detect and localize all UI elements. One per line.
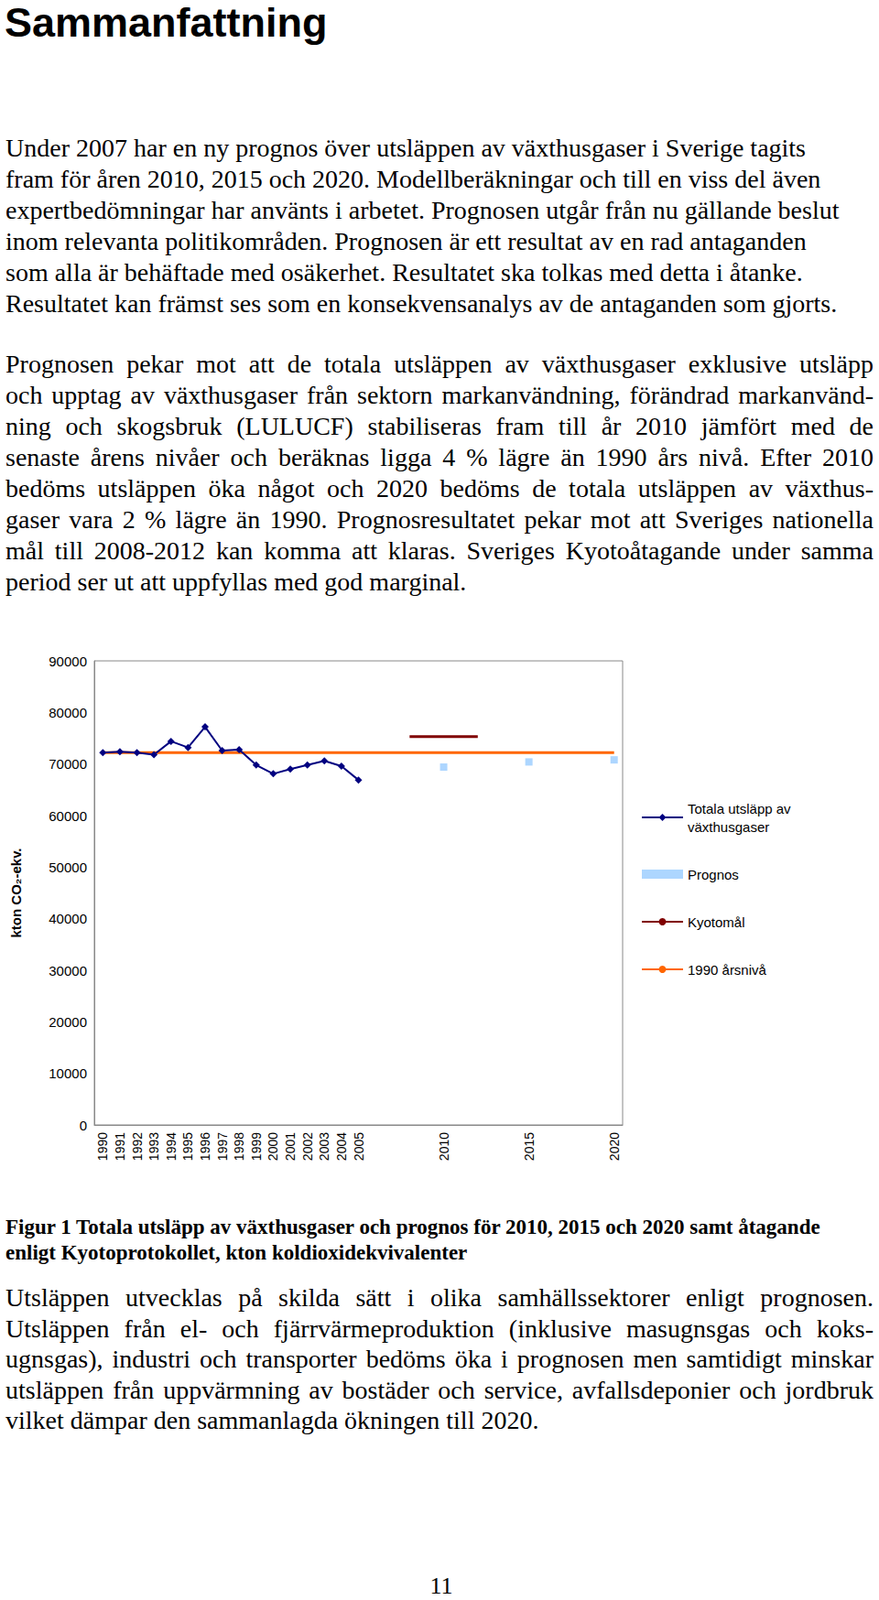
- svg-text:20000: 20000: [48, 1014, 87, 1031]
- svg-text:Kyotomål: Kyotomål: [687, 914, 746, 931]
- html-text:utsläppen från uppvärmning av: utsläppen från uppvärmning av bostäder o…: [5, 1375, 874, 1405]
- html-text:gaser vara 2 % lägre än 1990.: gaser vara 2 % lägre än 1990. Prognosres…: [5, 505, 874, 534]
- svg-text:växthusgaser: växthusgaser: [687, 819, 770, 836]
- svg-text:2001: 2001: [282, 1132, 298, 1162]
- svg-text:1996: 1996: [197, 1132, 213, 1162]
- svg-text:1994: 1994: [163, 1132, 179, 1162]
- html-text:vilket dämpar den sammanlagda: vilket dämpar den sammanlagda ökningen t…: [5, 1406, 539, 1435]
- svg-text:2004: 2004: [334, 1132, 349, 1162]
- svg-text:70000: 70000: [48, 756, 87, 772]
- svg-text:kton CO₂-ekv.: kton CO₂-ekv.: [8, 847, 24, 938]
- html-text:Utsläppen från el- och fjärrvä: Utsläppen från el- och fjärrvärmeprodukt…: [5, 1314, 874, 1343]
- svg-text:2015: 2015: [521, 1132, 537, 1162]
- svg-text:2005: 2005: [351, 1132, 367, 1162]
- svg-text:1993: 1993: [146, 1132, 162, 1162]
- svg-text:1990: 1990: [95, 1132, 110, 1162]
- html-text:bedöms utsläppen öka något och: bedöms utsläppen öka något och 2020 bedö…: [5, 474, 874, 503]
- html-text:mål till 2008-2012 kan komma a: mål till 2008-2012 kan komma att klaras.…: [5, 536, 874, 565]
- html-text:expertbedömningar har använts: expertbedömningar har använts i arbetet.…: [5, 195, 840, 225]
- svg-text:80000: 80000: [48, 705, 87, 721]
- html-text:Utsläppen utvecklas på skilda: Utsläppen utvecklas på skilda sätt i oli…: [5, 1283, 874, 1313]
- svg-text:10000: 10000: [48, 1065, 87, 1082]
- svg-text:1990 årsnivå: 1990 årsnivå: [687, 962, 768, 978]
- svg-text:2020: 2020: [607, 1132, 622, 1162]
- svg-text:0: 0: [79, 1117, 87, 1134]
- html-text:Figur 1 Totala utsläpp av växt: Figur 1 Totala utsläpp av växthusgaser o…: [5, 1215, 821, 1239]
- svg-text:1999: 1999: [249, 1132, 264, 1162]
- svg-text:90000: 90000: [48, 653, 87, 670]
- html-text:inom relevanta politikområden.: inom relevanta politikområden. Prognosen…: [5, 227, 807, 256]
- svg-text:40000: 40000: [48, 911, 87, 927]
- svg-text:2003: 2003: [316, 1132, 332, 1162]
- html-text:Prognosen pekar mot att de tot: Prognosen pekar mot att de totala utsläp…: [5, 349, 874, 379]
- svg-text:1998: 1998: [231, 1132, 247, 1162]
- html-text:Under 2007 har en ny prognos ö: Under 2007 har en ny prognos över utsläp…: [5, 133, 806, 163]
- html-text:ugnsgas), industri och transpo: ugnsgas), industri och transporter bedöm…: [5, 1345, 874, 1374]
- svg-text:Prognos: Prognos: [687, 867, 739, 883]
- svg-text:2002: 2002: [300, 1132, 315, 1162]
- svg-text:1995: 1995: [180, 1132, 196, 1162]
- html-text:ning och skogsbruk (LULUCF) st: ning och skogsbruk (LULUCF) stabiliseras…: [5, 412, 874, 441]
- svg-text:2010: 2010: [436, 1132, 452, 1162]
- svg-text:1992: 1992: [130, 1132, 145, 1162]
- html-text:fram för åren 2010, 2015 och 2: fram för åren 2010, 2015 och 2020. Model…: [5, 164, 821, 194]
- html-text:som alla är behäftade med osäk: som alla är behäftade med osäkerhet. Res…: [5, 258, 803, 287]
- svg-text:50000: 50000: [48, 859, 87, 876]
- html-text:enligt Kyotoprotokollet, kton: enligt Kyotoprotokollet, kton koldioxide…: [5, 1241, 468, 1265]
- html-text:Sammanfattning: Sammanfattning: [4, 0, 328, 46]
- html-text:Resultatet kan främst ses som: Resultatet kan främst ses som en konsekv…: [5, 289, 838, 318]
- html-text:senaste årens nivåer och beräk: senaste årens nivåer och beräknas ligga …: [5, 443, 874, 472]
- svg-text:60000: 60000: [48, 808, 87, 825]
- svg-text:1997: 1997: [215, 1132, 230, 1162]
- html-text:och upptag av växthusgaser frå: och upptag av växthusgaser från sektorn …: [5, 380, 874, 410]
- svg-text:30000: 30000: [48, 963, 87, 979]
- html-text:11: 11: [429, 1573, 453, 1600]
- svg-text:2000: 2000: [265, 1132, 281, 1162]
- html-text:period ser ut att uppfyllas me: period ser ut att uppfyllas med god marg…: [5, 567, 467, 597]
- svg-text:Totala utsläpp av: Totala utsläpp av: [687, 801, 795, 817]
- svg-text:1991: 1991: [112, 1132, 128, 1162]
